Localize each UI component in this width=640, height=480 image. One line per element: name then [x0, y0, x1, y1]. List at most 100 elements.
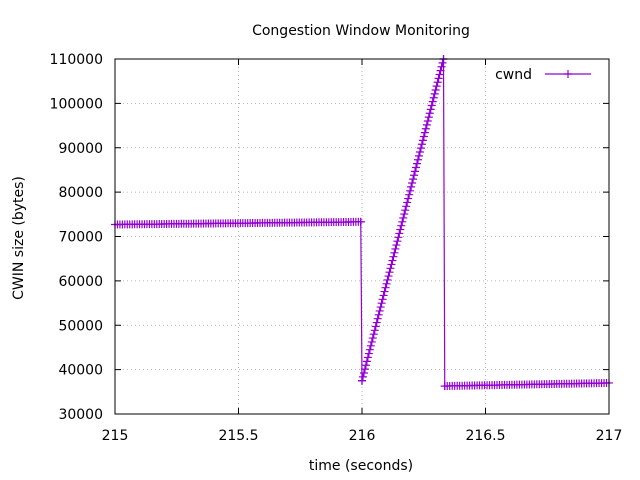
data-point [364, 349, 373, 358]
data-point [400, 210, 409, 219]
data-point [418, 136, 427, 145]
data-point [363, 353, 372, 362]
data-point [389, 252, 398, 261]
data-point [410, 171, 419, 180]
data-point [421, 124, 430, 133]
data-point [419, 132, 428, 141]
legend-label-cwnd: cwnd [495, 67, 532, 83]
data-point [368, 334, 377, 343]
data-point [378, 295, 387, 304]
data-point [372, 318, 381, 327]
x-tick-label: 217 [596, 428, 623, 444]
x-tick-label: 215 [102, 428, 129, 444]
data-point [359, 368, 368, 377]
data-point [429, 93, 438, 102]
data-point [437, 62, 446, 71]
data-point [408, 179, 417, 188]
data-point [367, 337, 376, 346]
data-point [435, 70, 444, 79]
data-point [385, 268, 394, 277]
data-point [406, 186, 415, 195]
y-tick-label: 70000 [58, 230, 103, 246]
data-point [358, 372, 367, 381]
chart-title: Congestion Window Monitoring [252, 23, 470, 39]
data-point [428, 97, 437, 106]
data-point [384, 272, 393, 281]
data-point [427, 101, 436, 110]
y-axis-label: CWIN size (bytes) [11, 176, 27, 300]
data-point [379, 291, 388, 300]
data-point [398, 217, 407, 226]
plot-data [111, 55, 613, 391]
y-tick-label: 100000 [50, 96, 103, 112]
y-tick-label: 110000 [50, 52, 103, 68]
y-tick-label: 40000 [58, 363, 103, 379]
data-point [426, 105, 435, 114]
data-point [369, 330, 378, 339]
legend-marker-cwnd [564, 70, 572, 78]
data-point [371, 322, 380, 331]
data-point [387, 260, 396, 269]
data-point [362, 357, 371, 366]
data-point [423, 117, 432, 126]
data-point [376, 303, 385, 312]
data-point [434, 74, 443, 83]
data-point [409, 175, 418, 184]
data-point [388, 256, 397, 265]
y-tick-label: 60000 [58, 274, 103, 290]
data-point [412, 163, 421, 172]
data-point [377, 299, 386, 308]
y-tick-label: 90000 [58, 141, 103, 157]
data-point [366, 341, 375, 350]
axis-ticks: 215 215.5 216 216.5 217 30000 40000 50000 60000 7… [50, 52, 623, 444]
data-point [425, 109, 434, 118]
data-point [399, 213, 408, 222]
data-point [411, 167, 420, 176]
data-point [413, 155, 422, 164]
data-point [402, 202, 411, 211]
data-point [403, 198, 412, 207]
data-point [394, 233, 403, 242]
data-point [373, 314, 382, 323]
data-point [386, 264, 395, 273]
y-tick-label: 50000 [58, 318, 103, 334]
data-point [391, 244, 400, 253]
data-point [420, 128, 429, 137]
x-tick-label: 216 [349, 428, 376, 444]
data-point [360, 365, 369, 374]
y-tick-label: 30000 [58, 407, 103, 423]
x-tick-label: 215.5 [218, 428, 258, 444]
data-point [404, 194, 413, 203]
data-point [361, 361, 370, 370]
data-point [392, 241, 401, 250]
data-point [397, 221, 406, 230]
legend-marker-plus [564, 70, 572, 78]
data-point [431, 86, 440, 95]
data-point [415, 148, 424, 157]
data-point [395, 229, 404, 238]
x-tick-label: 216.5 [465, 428, 505, 444]
data-point [422, 120, 431, 129]
data-point [436, 66, 445, 75]
data-point [381, 283, 390, 292]
data-point [382, 279, 391, 288]
data-point [374, 310, 383, 319]
data-point [375, 306, 384, 315]
y-tick-label: 80000 [58, 185, 103, 201]
data-point [412, 159, 421, 168]
data-point [416, 144, 425, 153]
data-point [380, 287, 389, 296]
data-point [393, 237, 402, 246]
data-point [370, 326, 379, 335]
data-point [365, 345, 374, 354]
data-point [432, 82, 441, 91]
data-point [356, 217, 365, 226]
data-point [424, 113, 433, 122]
data-point [383, 275, 392, 284]
data-point [430, 89, 439, 98]
data-point [396, 225, 405, 234]
data-point [414, 151, 423, 160]
data-point [401, 206, 410, 215]
